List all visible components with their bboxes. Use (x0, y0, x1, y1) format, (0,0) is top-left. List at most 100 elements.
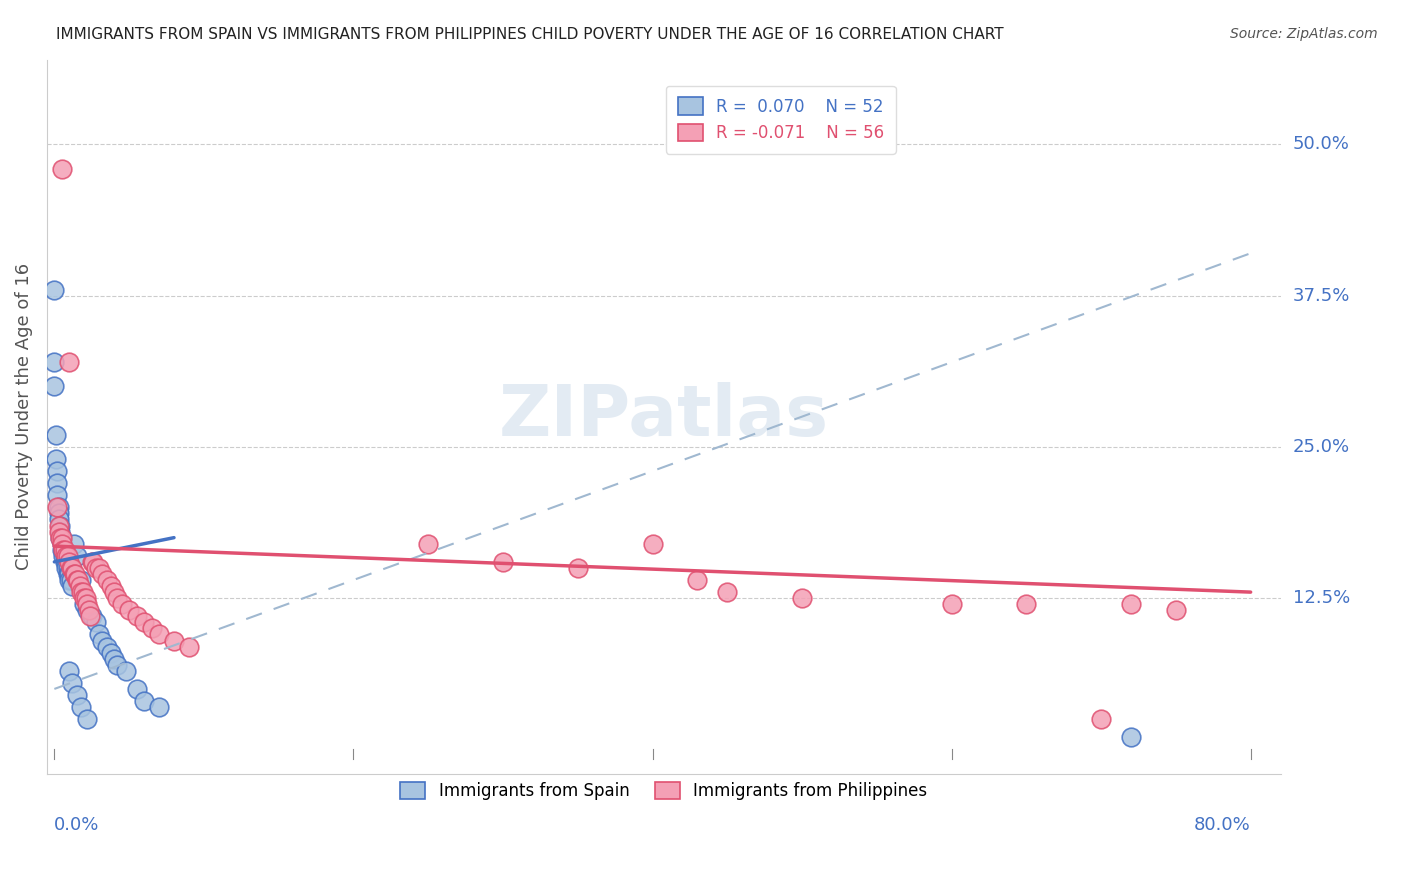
Point (48, 507, 70, 521)
Point (49, 531, 72, 545)
Point (80, 555, 103, 569)
Point (49, 531, 72, 545)
Point (76, 597, 98, 611)
Point (76, 603, 98, 617)
Point (148, 700, 170, 714)
Point (141, 622, 163, 636)
Point (55, 555, 77, 569)
Point (60, 561, 83, 575)
Point (686, 573, 709, 587)
Point (53, 542, 76, 557)
Point (91, 566, 114, 581)
Point (51, 537, 73, 551)
Point (125, 681, 148, 696)
Point (58, 573, 80, 587)
Point (51, 531, 73, 545)
Point (51, 531, 73, 545)
Point (70, 573, 93, 587)
Point (60, 676, 83, 690)
Point (65, 566, 87, 581)
Point (55, 549, 77, 563)
Text: 80.0%: 80.0% (1194, 816, 1251, 834)
Point (46, 500, 69, 515)
Point (77, 603, 100, 617)
Point (716, 585, 738, 599)
Point (44, 283, 66, 297)
Point (1119, 731, 1142, 745)
Point (790, 591, 813, 606)
Point (62, 566, 84, 581)
Point (132, 694, 155, 708)
Point (177, 640, 200, 654)
Point (51, 537, 73, 551)
Point (148, 627, 170, 641)
Point (58, 355, 80, 369)
Point (132, 615, 155, 630)
Point (1119, 597, 1142, 611)
Text: 12.5%: 12.5% (1294, 590, 1350, 607)
Point (72, 585, 94, 599)
Point (55, 561, 77, 575)
Point (66, 549, 89, 563)
Point (1164, 603, 1187, 617)
Point (48, 524, 70, 539)
Point (58, 566, 80, 581)
Point (56, 561, 79, 575)
Point (941, 597, 963, 611)
Point (1015, 597, 1038, 611)
Point (49, 518, 72, 533)
Point (45, 452, 67, 467)
Point (44, 355, 66, 369)
Text: 25.0%: 25.0% (1294, 438, 1350, 456)
Point (641, 537, 664, 551)
Point (53, 555, 76, 569)
Point (53, 549, 76, 563)
Point (44, 379, 66, 393)
Point (567, 561, 589, 575)
Point (48, 512, 70, 526)
Point (69, 579, 91, 593)
Text: ZIPatlas: ZIPatlas (499, 382, 828, 451)
Point (56, 549, 79, 563)
Point (84, 615, 107, 630)
Point (60, 579, 83, 593)
Point (75, 591, 97, 606)
Text: Source: ZipAtlas.com: Source: ZipAtlas.com (1230, 27, 1378, 41)
Point (89, 561, 111, 575)
Point (58, 555, 80, 569)
Point (418, 537, 440, 551)
Point (52, 549, 75, 563)
Point (115, 664, 138, 678)
Point (66, 573, 89, 587)
Point (62, 537, 84, 551)
Text: 37.5%: 37.5% (1294, 286, 1350, 304)
Point (91, 633, 114, 648)
Point (67, 573, 90, 587)
Point (80, 609, 103, 624)
Point (48, 500, 70, 515)
Point (46, 488, 69, 502)
Point (66, 688, 89, 702)
Point (51, 542, 73, 557)
Point (46, 464, 69, 478)
Point (103, 651, 125, 665)
Point (73, 597, 96, 611)
Y-axis label: Child Poverty Under the Age of 16: Child Poverty Under the Age of 16 (15, 263, 32, 570)
Text: 50.0%: 50.0% (1294, 136, 1350, 153)
Point (45, 427, 67, 442)
Point (100, 646, 122, 660)
Point (51, 161, 73, 176)
Point (125, 609, 148, 624)
Point (82, 555, 104, 569)
Point (70, 585, 93, 599)
Point (70, 700, 93, 714)
Point (59, 561, 82, 575)
Text: IMMIGRANTS FROM SPAIN VS IMMIGRANTS FROM PHILIPPINES CHILD POVERTY UNDER THE AGE: IMMIGRANTS FROM SPAIN VS IMMIGRANTS FROM… (56, 27, 1004, 42)
Legend: Immigrants from Spain, Immigrants from Philippines: Immigrants from Spain, Immigrants from P… (392, 773, 935, 808)
Point (163, 633, 186, 648)
Point (73, 591, 96, 606)
Point (103, 585, 125, 599)
Point (89, 627, 111, 641)
Text: 0.0%: 0.0% (55, 816, 100, 834)
Point (56, 566, 79, 581)
